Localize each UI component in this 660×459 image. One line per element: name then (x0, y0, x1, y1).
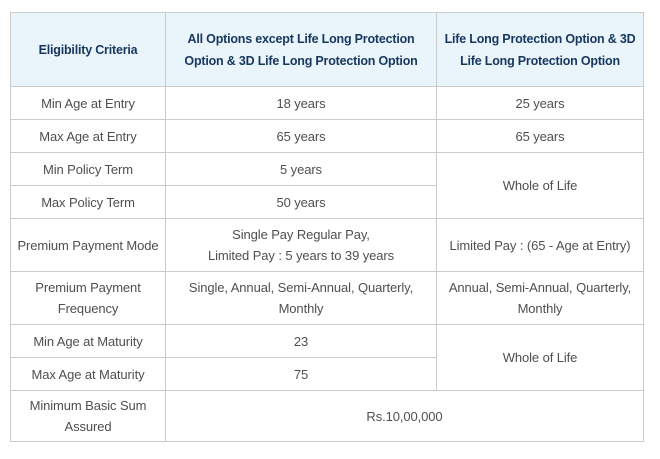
table-row-min-age-entry: Min Age at Entry 18 years 25 years (10, 86, 644, 120)
cell-min-basic-sum-assured-label: Minimum Basic Sum Assured (10, 390, 166, 442)
cell-max-policy-term-label: Max Policy Term (10, 185, 166, 219)
cell-max-age-maturity-label: Max Age at Maturity (10, 357, 166, 391)
table-row-premium-payment-frequency: Premium Payment Frequency Single, Annual… (10, 271, 644, 325)
cell-min-policy-term-all: 5 years (165, 152, 437, 186)
cell-premium-payment-mode-lifelong: Limited Pay : (65 - Age at Entry) (436, 218, 644, 272)
cell-min-age-entry-all: 18 years (165, 86, 437, 120)
eligibility-table: Eligibility Criteria All Options except … (10, 12, 644, 442)
cell-max-age-entry-all: 65 years (165, 119, 437, 153)
cell-maturity-lifelong-merged: Whole of Life (436, 324, 644, 391)
cell-policy-term-lifelong-merged: Whole of Life (436, 152, 644, 219)
table-row-max-age-maturity: Max Age at Maturity 75 (10, 357, 644, 391)
cell-min-age-maturity-all: 23 (165, 324, 437, 358)
cell-premium-payment-frequency-lifelong: Annual, Semi-Annual, Quarterly, Monthly (436, 271, 644, 325)
eligibility-table-wrapper: Eligibility Criteria All Options except … (10, 12, 644, 442)
cell-min-age-maturity-label: Min Age at Maturity (10, 324, 166, 358)
cell-premium-payment-frequency-all: Single, Annual, Semi-Annual, Quarterly, … (165, 271, 437, 325)
table-row-max-policy-term: Max Policy Term 50 years (10, 185, 644, 219)
header-cell-life-long-options: Life Long Protection Option & 3D Life Lo… (436, 12, 644, 87)
header-cell-all-options: All Options except Life Long Protection … (165, 12, 437, 87)
table-row-premium-payment-mode: Premium Payment Mode Single Pay Regular … (10, 218, 644, 272)
cell-min-age-entry-lifelong: 25 years (436, 86, 644, 120)
header-row: Eligibility Criteria All Options except … (10, 12, 644, 87)
table-row-min-policy-term: Min Policy Term 5 years Whole of Life (10, 152, 644, 219)
cell-max-age-entry-label: Max Age at Entry (10, 119, 166, 153)
header-cell-eligibility-criteria: Eligibility Criteria (10, 12, 166, 87)
table-row-min-basic-sum-assured: Minimum Basic Sum Assured Rs.10,00,000 (10, 390, 644, 442)
cell-max-age-entry-lifelong: 65 years (436, 119, 644, 153)
cell-premium-payment-mode-all: Single Pay Regular Pay, Limited Pay : 5 … (165, 218, 437, 272)
cell-min-age-entry-label: Min Age at Entry (10, 86, 166, 120)
cell-min-policy-term-label: Min Policy Term (10, 152, 166, 186)
cell-max-age-maturity-all: 75 (165, 357, 437, 391)
table-row-min-age-maturity: Min Age at Maturity 23 Whole of Life (10, 324, 644, 391)
cell-min-basic-sum-assured-value: Rs.10,00,000 (165, 390, 644, 442)
table-row-max-age-entry: Max Age at Entry 65 years 65 years (10, 119, 644, 153)
cell-max-policy-term-all: 50 years (165, 185, 437, 219)
cell-premium-payment-mode-label: Premium Payment Mode (10, 218, 166, 272)
cell-premium-payment-frequency-label: Premium Payment Frequency (10, 271, 166, 325)
